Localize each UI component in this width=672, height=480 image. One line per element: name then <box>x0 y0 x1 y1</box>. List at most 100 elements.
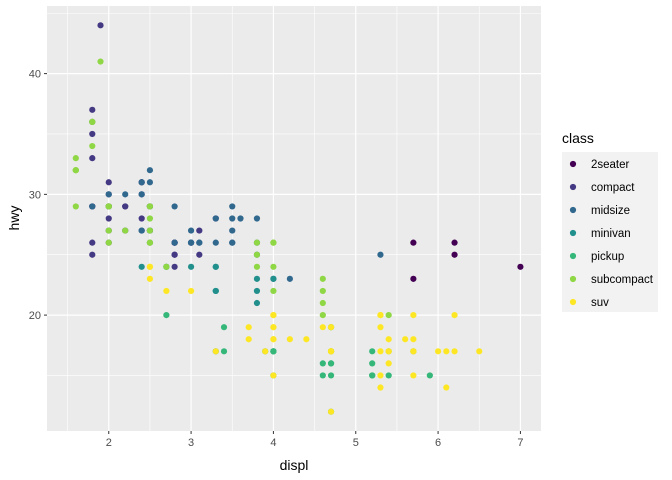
plot-panel <box>47 6 541 431</box>
x-tick-label: 5 <box>353 437 359 449</box>
point-midsize <box>229 239 236 246</box>
point-suv <box>410 311 417 319</box>
point-pickup <box>327 360 335 367</box>
point-pickup <box>220 324 228 331</box>
point-2seater <box>410 239 417 246</box>
point-compact <box>89 251 96 258</box>
point-suv <box>385 360 392 367</box>
point-midsize <box>377 251 384 258</box>
legend-label-2seater: 2seater <box>591 159 630 171</box>
legend-label-minivan: minivan <box>591 228 631 240</box>
point-midsize <box>212 239 219 246</box>
point-midsize <box>229 215 236 222</box>
point-2seater <box>517 263 524 270</box>
point-subcompact <box>122 227 129 234</box>
y-axis-ticks: 20 30 40 <box>29 69 47 322</box>
point-subcompact <box>270 239 277 246</box>
point-suv <box>410 336 417 343</box>
point-midsize <box>229 203 236 210</box>
point-suv <box>377 348 384 355</box>
legend: class 2seater compact midsize minivan pickup… <box>562 130 658 312</box>
point-midsize <box>171 239 178 246</box>
point-subcompact <box>146 227 154 234</box>
point-pickup <box>369 372 376 379</box>
point-suv <box>187 287 195 295</box>
point-midsize <box>146 167 154 174</box>
point-midsize <box>196 239 203 246</box>
point-suv <box>434 348 442 355</box>
point-subcompact <box>72 155 79 162</box>
point-compact <box>196 251 203 258</box>
point-minivan <box>187 263 195 270</box>
point-subcompact <box>146 239 154 246</box>
x-tick-label: 7 <box>517 437 523 449</box>
point-pickup <box>369 348 376 355</box>
legend-label-compact: compact <box>591 182 635 194</box>
legend-label-suv: suv <box>591 297 609 309</box>
point-subcompact <box>105 239 112 246</box>
point-suv <box>245 336 252 343</box>
point-suv <box>377 372 384 379</box>
x-tick-label: 6 <box>435 437 441 449</box>
point-suv <box>319 324 326 331</box>
point-suv <box>146 275 154 282</box>
point-suv <box>385 336 392 343</box>
point-suv <box>245 324 252 331</box>
x-tick-label: 2 <box>106 437 112 449</box>
y-tick-label: 40 <box>29 69 41 81</box>
point-suv <box>410 348 417 355</box>
point-compact <box>105 215 112 222</box>
point-suv <box>212 348 219 355</box>
point-compact <box>89 239 96 246</box>
point-suv <box>303 336 310 343</box>
point-subcompact <box>253 239 261 246</box>
point-minivan <box>253 275 261 282</box>
point-subcompact <box>270 287 277 295</box>
legend-label-subcompact: subcompact <box>591 274 654 286</box>
point-suv <box>327 324 335 331</box>
point-compact <box>89 130 96 138</box>
point-pickup <box>327 372 335 379</box>
y-tick-label: 30 <box>29 189 41 201</box>
point-suv <box>476 348 483 355</box>
point-subcompact <box>97 58 104 65</box>
point-compact <box>89 155 96 162</box>
point-suv <box>270 324 277 331</box>
point-subcompact <box>146 203 154 210</box>
point-subcompact <box>385 311 392 319</box>
point-subcompact <box>319 299 326 307</box>
data-points <box>72 22 524 415</box>
point-suv <box>286 336 293 343</box>
legend-key-2seater <box>569 160 577 168</box>
point-minivan <box>212 287 219 295</box>
point-midsize <box>237 215 244 222</box>
point-midsize <box>187 239 195 246</box>
point-suv <box>327 348 335 355</box>
point-suv <box>443 348 450 355</box>
point-compact <box>97 22 104 29</box>
point-compact <box>105 179 112 186</box>
point-subcompact <box>319 311 326 319</box>
point-2seater <box>451 239 458 246</box>
point-pickup <box>319 360 326 367</box>
legend-label-pickup: pickup <box>591 251 624 263</box>
legend-key-subcompact <box>569 275 577 283</box>
point-subcompact <box>163 263 170 270</box>
point-pickup <box>270 348 277 355</box>
point-suv <box>385 348 392 355</box>
point-compact <box>138 215 145 222</box>
point-compact <box>171 251 178 258</box>
x-axis-ticks: 2 3 4 5 6 7 <box>106 431 523 449</box>
point-minivan <box>253 287 261 295</box>
point-midsize <box>212 215 219 222</box>
point-subcompact <box>319 275 326 282</box>
point-midsize <box>253 215 261 222</box>
point-pickup <box>369 360 376 367</box>
point-suv <box>410 372 417 379</box>
point-pickup <box>163 311 170 319</box>
point-suv <box>443 384 450 391</box>
y-tick-label: 20 <box>29 310 41 322</box>
point-midsize <box>89 203 96 210</box>
legend-key-midsize <box>569 206 577 214</box>
legend-label-midsize: midsize <box>591 205 630 217</box>
